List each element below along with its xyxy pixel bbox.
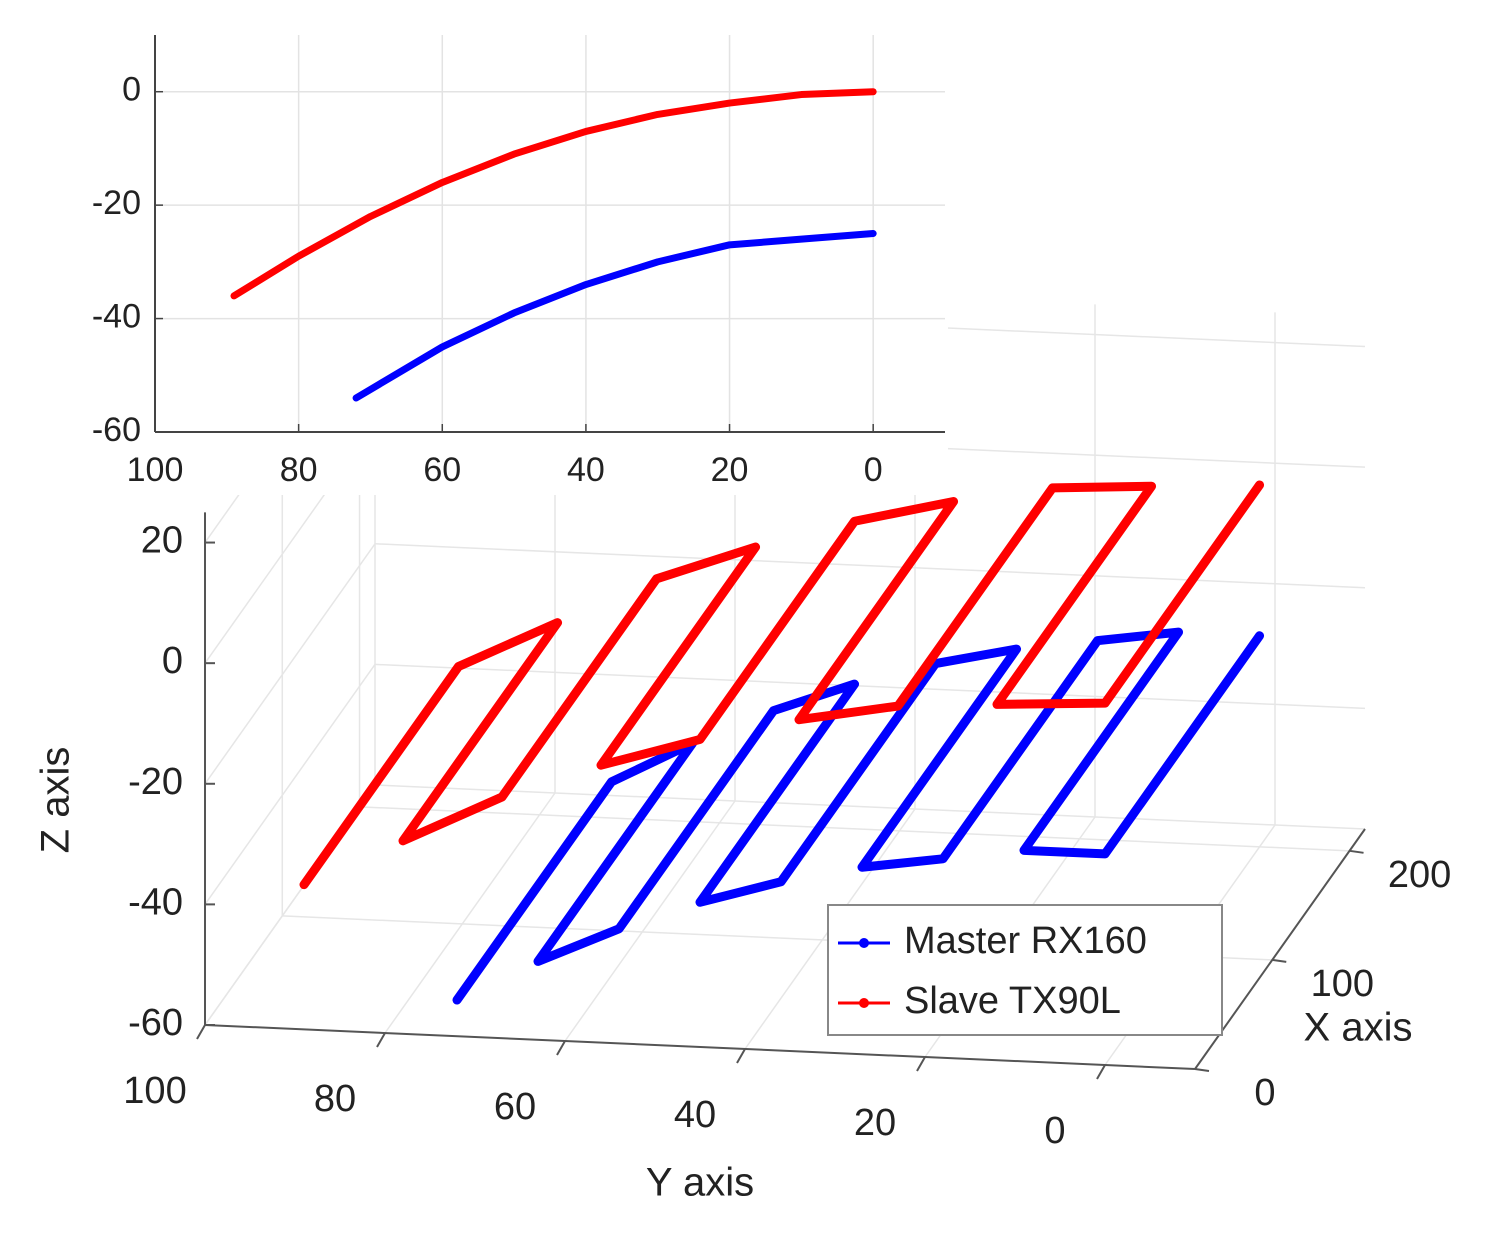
y-tick-label: 60	[494, 1086, 536, 1128]
x-axis	[1194, 828, 1366, 1070]
z-tick-label: 20	[141, 520, 183, 562]
x-tick	[1349, 849, 1364, 854]
y-tick-label: -20	[92, 184, 141, 222]
data-line	[230, 88, 877, 300]
z-tick-label: -40	[128, 881, 183, 923]
x-axis-label: X axis	[1304, 1006, 1413, 1050]
y-tick	[736, 1048, 746, 1064]
x-tick-label: 100	[1311, 963, 1374, 1005]
x-tick-label: 40	[567, 451, 605, 489]
y-axis	[204, 1024, 1196, 1070]
x-tick-label: 0	[864, 451, 883, 489]
x-tick-label: 20	[711, 451, 749, 489]
x-tick	[1194, 1068, 1210, 1072]
y-tick-label: 20	[854, 1102, 896, 1144]
y-tick-label: 0	[122, 71, 141, 109]
y-tick	[556, 1040, 566, 1056]
x-tick-label: 60	[423, 451, 461, 489]
legend-marker	[859, 998, 869, 1008]
z-tick-label: 0	[162, 640, 183, 682]
grid-line	[374, 663, 1366, 710]
grid-line	[384, 792, 556, 1034]
data-line	[299, 480, 1265, 890]
x-tick-label: 100	[127, 451, 184, 489]
x-tick	[1272, 958, 1287, 963]
grid-line	[564, 800, 736, 1042]
grid-line	[359, 806, 1350, 852]
y-axis-label: Y axis	[646, 1161, 754, 1205]
plot-inset: -60 -40 -20 0 100 80 60 40 20 0	[0, 0, 948, 495]
grid-line	[204, 543, 376, 785]
y-tick-label: 100	[123, 1070, 186, 1112]
y-tick-label: 0	[1044, 1110, 1065, 1152]
legend-marker	[859, 938, 869, 948]
legend-label: Master RX160	[904, 920, 1147, 962]
y-tick-label: 80	[314, 1078, 356, 1120]
x-tick-label: 0	[1254, 1072, 1275, 1114]
grid-line	[374, 784, 1366, 830]
inset-background	[0, 0, 948, 495]
y-tick	[376, 1032, 386, 1048]
data-line	[452, 627, 1265, 1005]
z-tick-label: -60	[128, 1002, 183, 1044]
z-tick-label: -20	[128, 761, 183, 803]
y-tick-label: 40	[674, 1094, 716, 1136]
grid-line	[374, 543, 1366, 589]
y-tick	[1096, 1064, 1106, 1080]
legend-box	[827, 904, 1223, 1036]
grid-line	[204, 663, 376, 905]
x-tick-label: 80	[280, 451, 318, 489]
y-tick-label: -60	[92, 411, 141, 449]
data-line	[352, 230, 877, 402]
y-tick	[916, 1056, 926, 1072]
z-axis-label: Z axis	[34, 747, 78, 854]
y-tick-label: -40	[92, 298, 141, 336]
legend-label: Slave TX90L	[904, 980, 1121, 1022]
x-tick-label: 200	[1388, 854, 1451, 896]
y-tick	[196, 1024, 206, 1040]
